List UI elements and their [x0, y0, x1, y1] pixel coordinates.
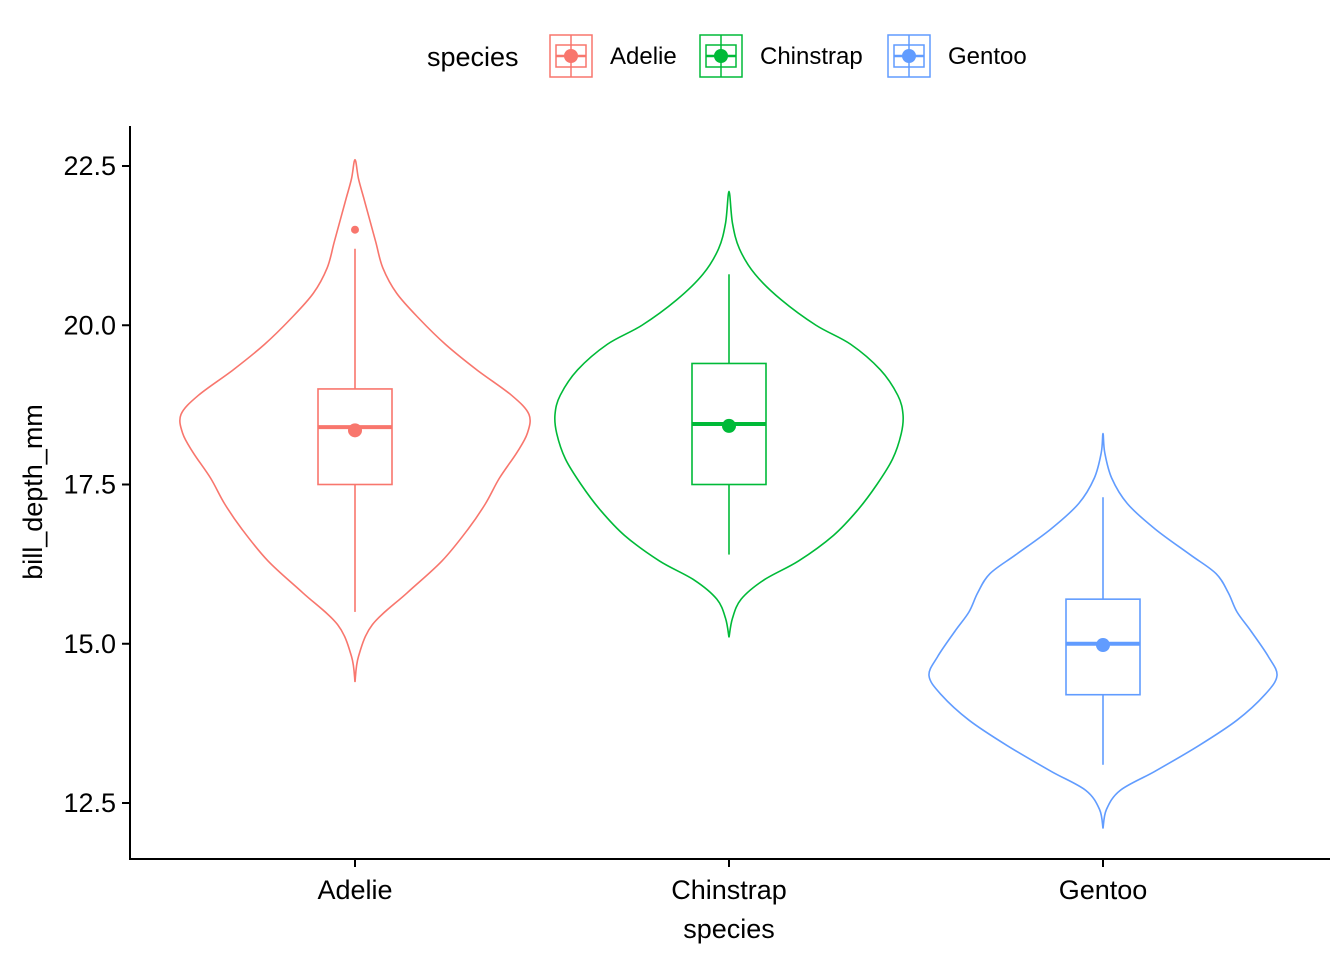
- box-adelie: [317, 388, 393, 486]
- x-axis-title: species: [683, 914, 775, 944]
- legend-key-adelie: [549, 34, 593, 78]
- legend-label-gentoo: Gentoo: [948, 43, 1027, 70]
- y-axis-title: bill_depth_mm: [18, 404, 48, 580]
- x-tick-label-0: Adelie: [317, 875, 392, 905]
- y-tick-label-2: 17.5: [63, 470, 116, 500]
- legend-key-gentoo: [887, 34, 931, 78]
- legend-title: species: [427, 42, 519, 72]
- mean-point-adelie: [348, 423, 362, 438]
- legend-key-chinstrap: [699, 34, 743, 78]
- y-tick-label-3: 20.0: [63, 310, 116, 340]
- violin-chinstrap: [553, 190, 905, 638]
- y-tick-label-4: 22.5: [63, 151, 116, 181]
- series-adelie: [179, 158, 531, 683]
- series-chinstrap: [553, 190, 905, 638]
- x-tick-label-2: Gentoo: [1059, 875, 1148, 905]
- outlier-adelie-0: [351, 225, 359, 234]
- legend-label-adelie: Adelie: [610, 43, 677, 70]
- x-tick-label-1: Chinstrap: [671, 875, 787, 905]
- legend-label-chinstrap: Chinstrap: [760, 43, 863, 70]
- legend-point-adelie: [564, 49, 578, 63]
- y-tick-label-1: 15.0: [63, 629, 116, 659]
- violin-gentoo: [928, 432, 1278, 829]
- axes: 12.5 15.0 17.5 20.0 22.5 Adelie Chinstrap Gento…: [63, 126, 1330, 905]
- plot-area: [179, 158, 1278, 829]
- y-tick-label-0: 12.5: [63, 788, 116, 818]
- violin-adelie: [179, 158, 531, 683]
- box-gentoo: [1065, 598, 1141, 696]
- series-gentoo: [928, 432, 1278, 829]
- mean-point-gentoo: [1096, 638, 1110, 653]
- legend: species Adelie Chinstrap Gentoo: [427, 34, 1027, 78]
- mean-point-chinstrap: [722, 418, 736, 433]
- legend-point-gentoo: [902, 49, 916, 63]
- legend-point-chinstrap: [714, 49, 728, 63]
